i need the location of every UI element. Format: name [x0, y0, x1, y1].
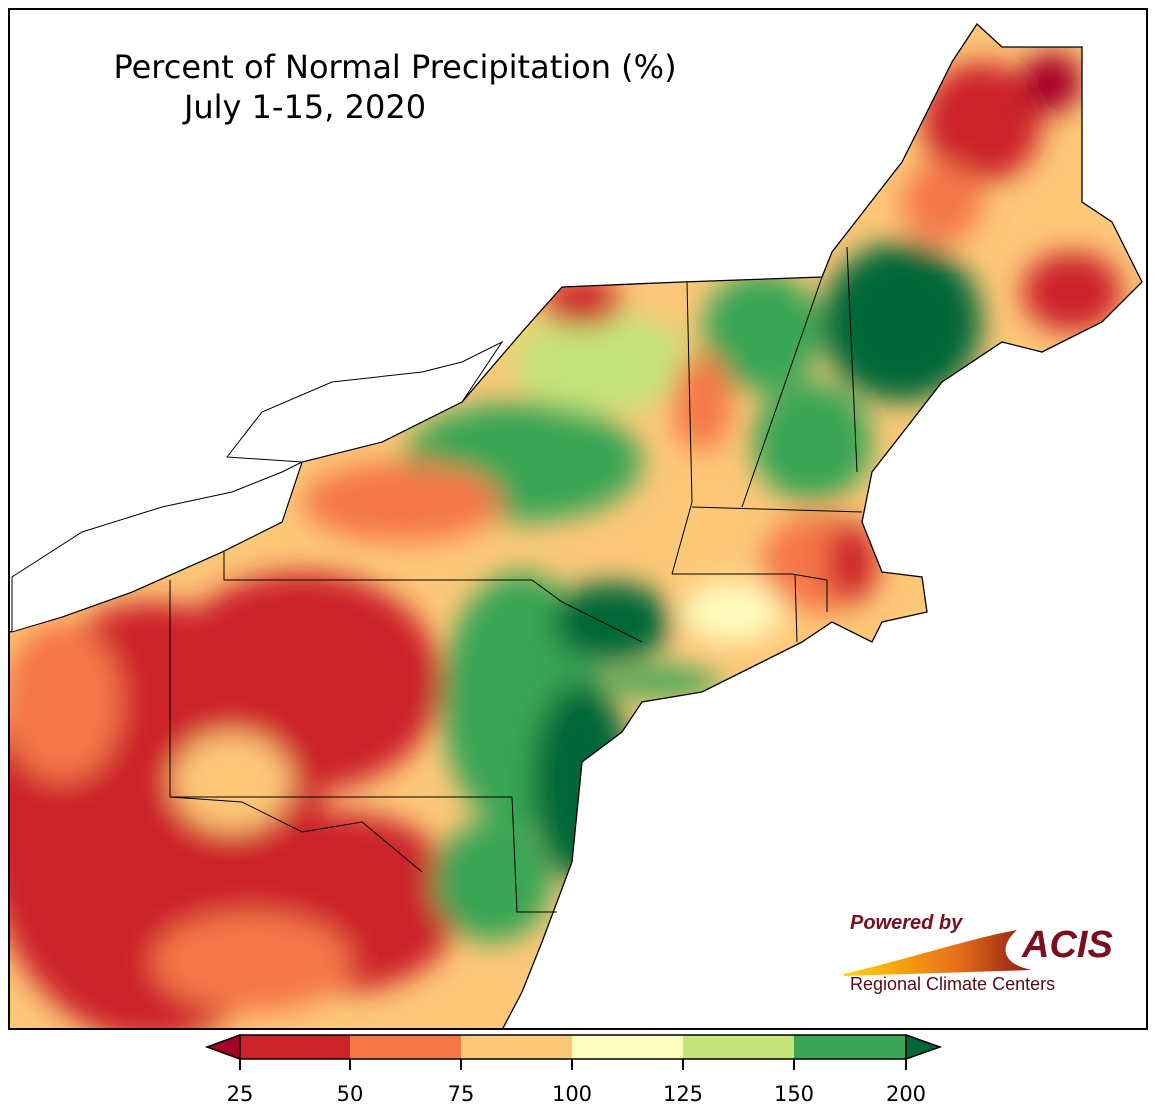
- state-borders: [169, 246, 863, 913]
- colorbar-tick: 125: [662, 1082, 704, 1106]
- colorbar: [204, 1033, 943, 1070]
- coastline: [10, 23, 1143, 1028]
- precipitation-map: [10, 23, 1143, 1028]
- colorbar-tick: 50: [336, 1082, 364, 1106]
- colorbar-tick: 75: [447, 1082, 475, 1106]
- colorbar-bin-150-200: [794, 1035, 906, 1059]
- great-lakes: [11, 340, 504, 633]
- colorbar-over-arrow: [905, 1033, 943, 1061]
- colorbar-bin-75-100: [461, 1035, 572, 1059]
- colorbar-tick: 150: [773, 1082, 815, 1106]
- colorbar-bin-25-50: [240, 1035, 350, 1059]
- colorbar-tick: 25: [226, 1082, 254, 1106]
- logo-rcc: Regional Climate Centers: [850, 974, 1056, 994]
- logo-acis: ACIS: [1022, 924, 1113, 966]
- map-title: Percent of Normal Precipitation (%): [113, 48, 677, 86]
- map-subtitle: July 1-15, 2020: [183, 88, 427, 126]
- colorbar-bin-100-125: [572, 1035, 683, 1059]
- colorbar-bin-125-150: [683, 1035, 794, 1059]
- colorbar-under-arrow: [204, 1033, 241, 1061]
- map-frame: Percent of Normal Precipitation (%) July…: [8, 8, 1148, 1030]
- colorbar-bin-50-75: [350, 1035, 461, 1059]
- acis-logo: Powered by ACIS Regional Climate Centers: [832, 908, 1122, 998]
- colorbar-tick: 100: [551, 1082, 593, 1106]
- colorbar-tick: 200: [885, 1082, 927, 1106]
- acis-swoosh-icon: [844, 930, 1032, 976]
- logo-powered-by: Powered by: [850, 912, 963, 934]
